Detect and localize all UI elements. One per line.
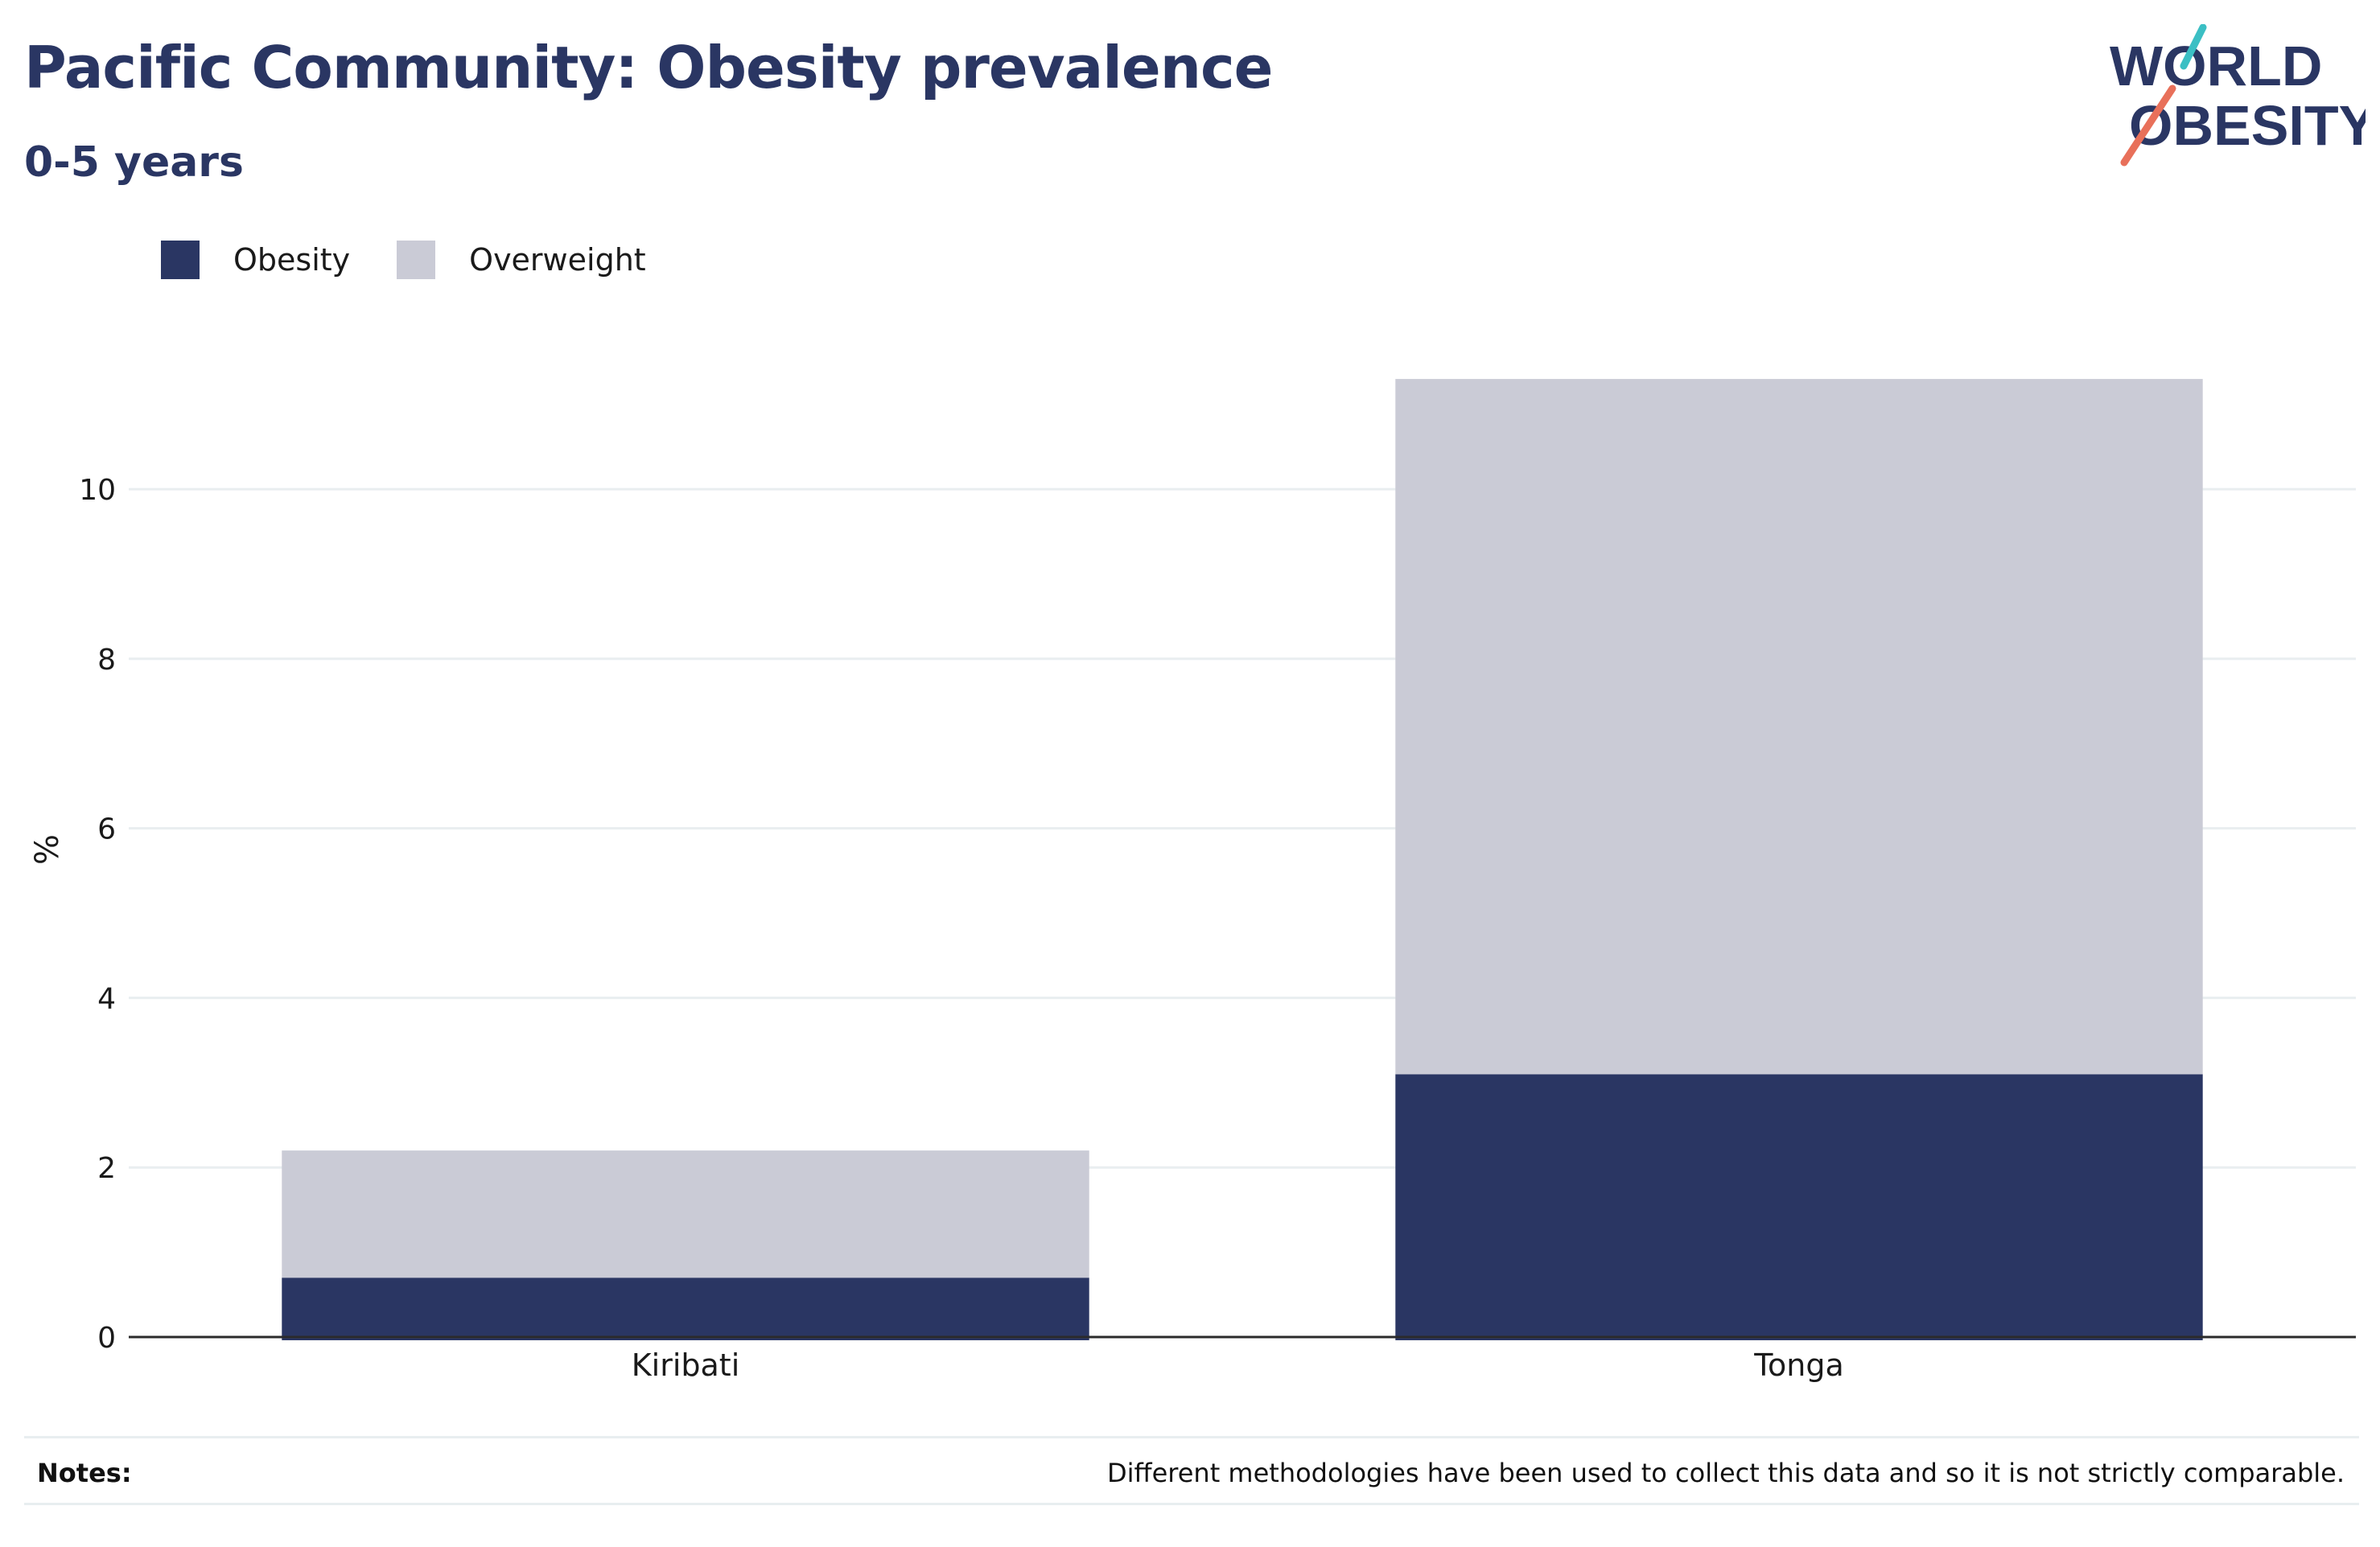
footer-divider-top <box>24 1436 2359 1438</box>
world-obesity-logo: WORLD OBESITY <box>2110 24 2366 167</box>
y-tick-label-0: 0 <box>97 1322 116 1355</box>
y-tick-label-4: 4 <box>97 982 116 1015</box>
y-tick-label-10: 10 <box>79 474 116 507</box>
bar-overweight-tonga <box>1395 379 2203 1075</box>
notes-text: Different methodologies have been used t… <box>1107 1458 2345 1488</box>
bar-overweight-kiribati <box>282 1150 1089 1278</box>
chart-title: Pacific Community: Obesity prevalence <box>24 34 1273 101</box>
logo-accent-red <box>2120 84 2176 167</box>
legend-item-obesity[interactable]: Obesity <box>161 241 350 279</box>
logo-line2: OBESITY <box>2129 94 2366 157</box>
bar-obesity-tonga <box>1395 1074 2203 1340</box>
logo-line1: WORLD <box>2110 35 2322 97</box>
notes-label: Notes: <box>37 1458 132 1488</box>
stacked-bar-chart: 0 2 4 6 8 10% Kiribati Tonga <box>29 379 2356 1383</box>
footer-divider-bottom <box>24 1503 2359 1505</box>
legend-swatch-obesity <box>161 241 200 279</box>
legend-label-obesity: Obesity <box>233 242 351 278</box>
legend-item-overweight[interactable]: Overweight <box>397 241 646 279</box>
x-tick-label-kiribati: Kiribati <box>632 1347 740 1383</box>
y-tick-label-8: 8 <box>97 644 116 677</box>
chart-subtitle: 0-5 years <box>24 138 244 187</box>
chart-legend: Obesity Overweight <box>161 240 693 280</box>
y-axis-label: % <box>29 834 66 865</box>
legend-label-overweight: Overweight <box>469 242 646 278</box>
legend-swatch-overweight <box>397 241 436 279</box>
logo-accent-teal <box>2180 24 2207 70</box>
y-tick-label-6: 6 <box>97 813 116 846</box>
y-tick-label-2: 2 <box>97 1152 116 1185</box>
x-tick-label-tonga: Tonga <box>1753 1347 1844 1383</box>
bar-obesity-kiribati <box>282 1278 1089 1340</box>
